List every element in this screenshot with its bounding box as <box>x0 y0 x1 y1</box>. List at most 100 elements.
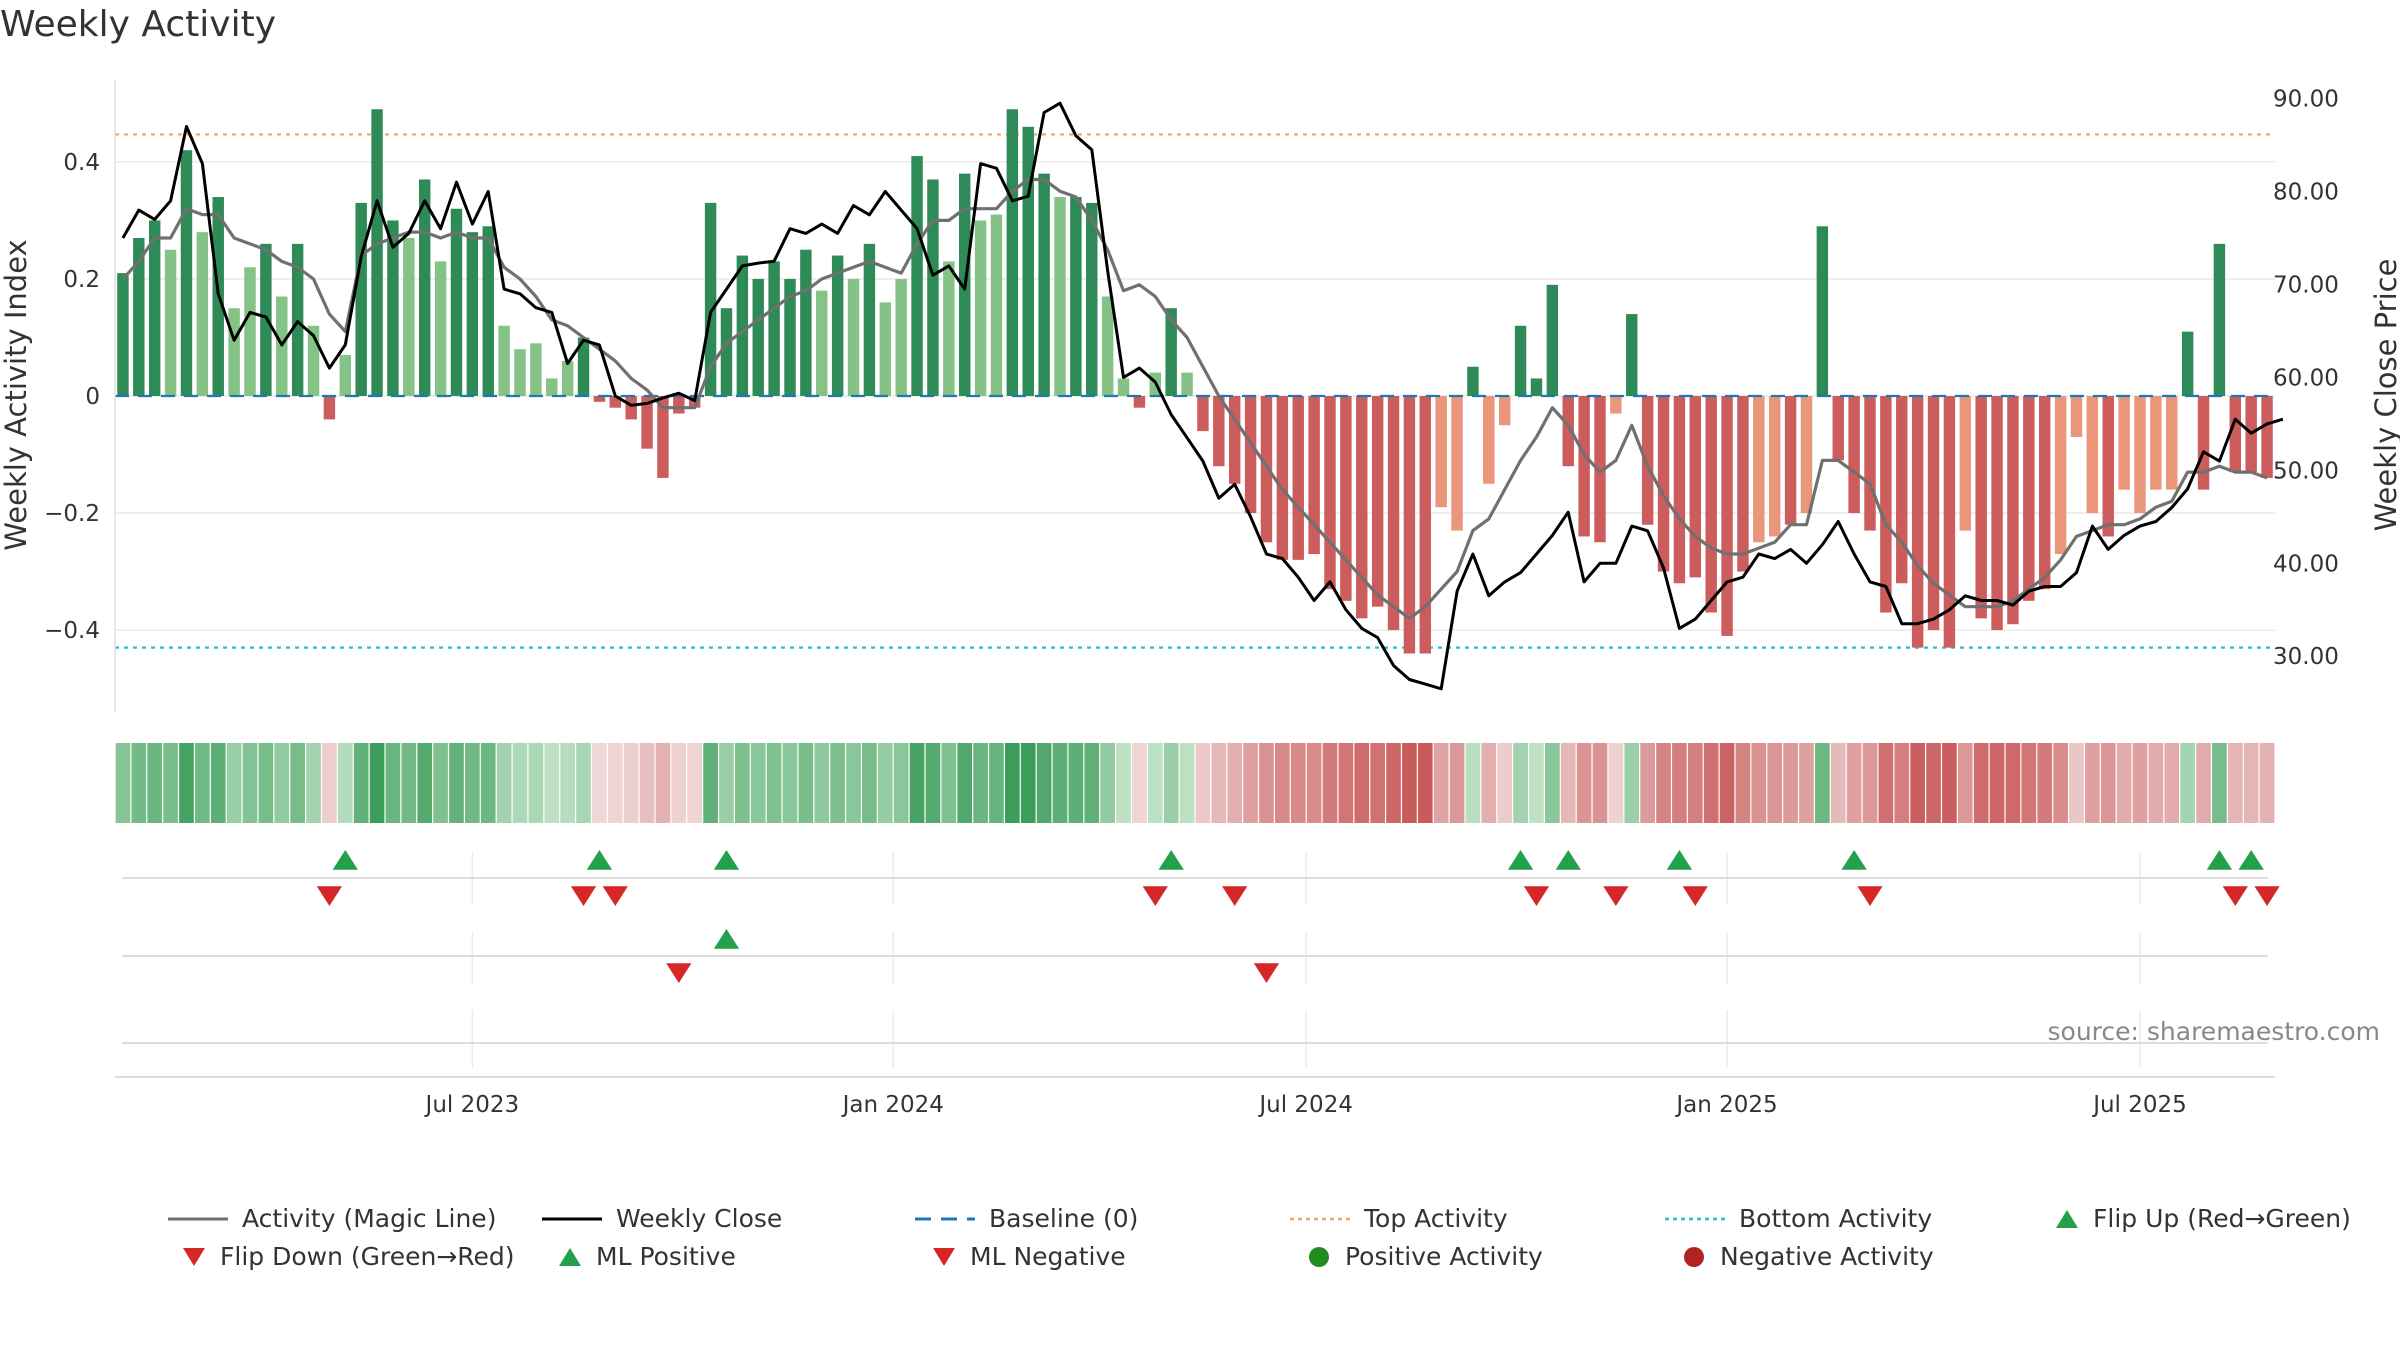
activity-strip-cell <box>2085 743 2100 823</box>
activity-strip-cell <box>544 743 560 823</box>
activity-bar <box>752 278 764 396</box>
flip-up-marker <box>1555 850 1581 870</box>
activity-bar <box>1054 197 1066 396</box>
legend-symbol <box>1309 1246 1329 1267</box>
legend-item-close: Weekly Close <box>542 1204 782 1233</box>
activity-strip-cell <box>210 743 226 823</box>
activity-strip-cell <box>1417 743 1433 823</box>
legend-label: Baseline (0) <box>989 1204 1139 1233</box>
activity-bar <box>1641 396 1654 525</box>
activity-strip-cell <box>560 743 575 823</box>
flip-up-marker <box>1507 850 1534 870</box>
legend-item-mlneg: ML Negative <box>932 1242 1126 1271</box>
activity-bar <box>736 255 749 396</box>
activity-bar <box>1816 226 1829 396</box>
activity-bar <box>403 238 415 396</box>
activity-strip-cell <box>814 743 830 823</box>
activity-strip-cell <box>623 743 639 823</box>
activity-bar <box>1975 396 1987 619</box>
activity-bar <box>784 278 796 396</box>
activity-bar <box>1943 396 1956 648</box>
activity-strip-cell <box>528 743 544 823</box>
legend-label: Top Activity <box>1364 1204 1508 1233</box>
ml-negative-marker <box>1253 963 1280 983</box>
activity-strip-cell <box>1179 743 1195 823</box>
activity-strip-cell <box>1926 743 1941 823</box>
activity-strip-cell <box>322 743 337 823</box>
legend-label: Weekly Close <box>616 1204 783 1233</box>
activity-bar <box>2070 396 2083 437</box>
activity-strip-cell <box>798 743 814 823</box>
activity-bar <box>2229 396 2242 473</box>
flip-down-marker <box>1857 886 1883 906</box>
activity-strip-cell <box>1910 743 1925 823</box>
legend-label: Positive Activity <box>1345 1242 1543 1271</box>
activity-bar <box>1705 396 1717 613</box>
activity-bar <box>768 261 780 396</box>
activity-strip-cell <box>750 743 766 823</box>
activity-strip-cell <box>782 743 798 823</box>
y-tick-right: 40.00 <box>2273 551 2339 577</box>
flip-down-marker <box>570 886 597 906</box>
activity-bar <box>1038 173 1050 396</box>
activity-bar <box>2054 396 2067 554</box>
activity-bar <box>2134 396 2146 514</box>
activity-bar <box>2213 243 2226 396</box>
activity-bar <box>1070 197 1082 396</box>
chart-title: Weekly Activity <box>0 4 277 45</box>
activity-strip-cell <box>274 743 290 823</box>
activity-strip-cell <box>1259 743 1274 823</box>
weekly-close-line <box>121 101 2284 691</box>
activity-bar <box>1260 396 1273 543</box>
activity-strip-cell <box>449 743 464 823</box>
activity-bar <box>911 156 923 396</box>
activity-bar <box>800 249 812 396</box>
activity-strip-cell <box>1163 743 1179 823</box>
activity-strip-cell <box>1942 743 1957 823</box>
activity-strip-cell <box>592 743 607 823</box>
flip-up-marker <box>713 850 740 870</box>
activity-bar <box>1927 396 1940 631</box>
activity-strip-cell <box>1147 743 1163 823</box>
flip-up-marker <box>1841 850 1867 870</box>
activity-strip-cell <box>2021 743 2037 823</box>
activity-strip-cell <box>1132 743 1147 823</box>
activity-bar <box>450 208 463 396</box>
activity-strip-cell <box>480 743 496 823</box>
activity-bar <box>1308 396 1320 554</box>
activity-bar <box>323 396 336 420</box>
activity-bar <box>1657 396 1670 572</box>
activity-bar <box>1371 396 1384 607</box>
y-axis-label-right: Weekly Close Price <box>2369 259 2400 532</box>
activity-strip-cell <box>1799 743 1814 823</box>
activity-bar <box>895 278 907 396</box>
activity-strip-cell <box>1433 743 1449 823</box>
activity-strip-cell <box>385 743 401 823</box>
activity-bar <box>1832 396 1844 461</box>
activity-strip-cell <box>2243 743 2259 823</box>
activity-strip-cell <box>1449 743 1465 823</box>
flip-up-marker <box>586 850 613 870</box>
activity-bars <box>117 109 2273 654</box>
legend-item-flipdown: Flip Down (Green→Red) <box>182 1242 515 1271</box>
activity-bar <box>117 273 129 396</box>
activity-strip-cell <box>353 743 369 823</box>
activity-bar <box>847 278 860 396</box>
activity-bar <box>2102 396 2114 537</box>
activity-strip-cell <box>163 743 178 823</box>
activity-bar <box>1101 296 1114 396</box>
activity-bar <box>1006 109 1019 396</box>
activity-bar <box>2118 396 2130 490</box>
activity-bar <box>831 255 844 396</box>
activity-bar <box>1292 396 1304 560</box>
activity-bar <box>1244 396 1257 514</box>
activity-bar <box>1848 396 1860 514</box>
activity-bar <box>704 202 717 396</box>
activity-strip-cell <box>846 743 861 823</box>
activity-strip-cell <box>2100 743 2116 823</box>
legend-symbol <box>915 1217 975 1220</box>
legend-symbol <box>542 1217 602 1220</box>
activity-strip-cell <box>1306 743 1322 823</box>
flip-up-marker <box>1158 850 1184 870</box>
